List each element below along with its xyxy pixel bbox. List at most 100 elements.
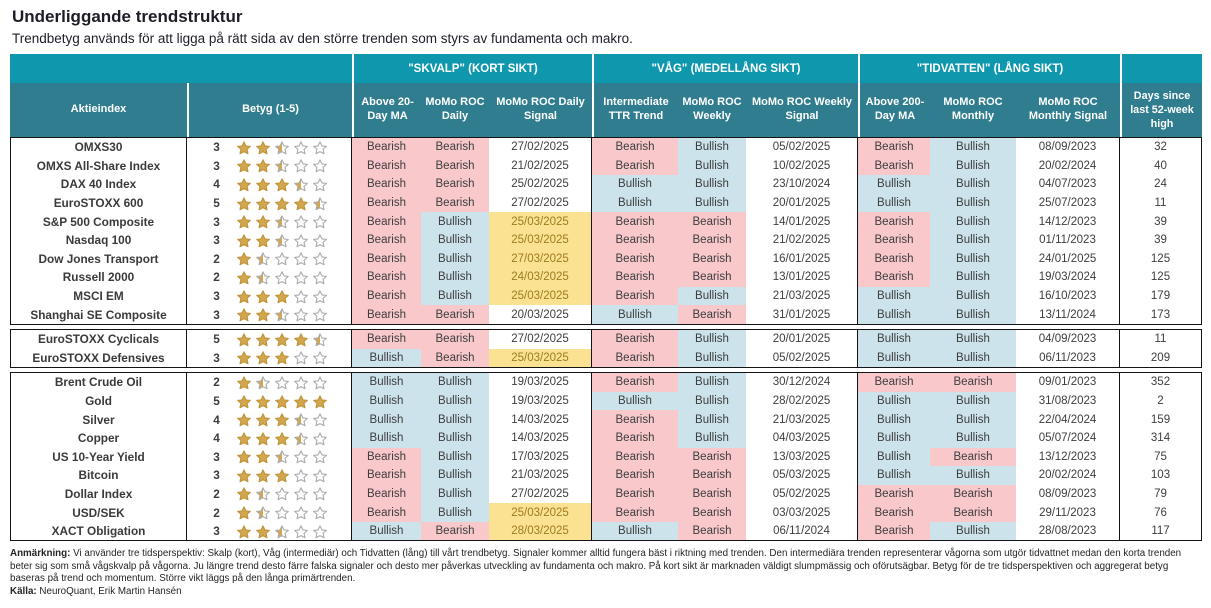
- star-icon: [255, 450, 270, 464]
- rating-cell: 2: [187, 249, 352, 269]
- days-value: 32: [1154, 141, 1167, 154]
- trend-cell: Bullish: [352, 391, 421, 411]
- col-header-momo-daily: MoMo ROC Daily: [421, 83, 489, 137]
- footnote: Anmärkning: Vi använder tre tidsperspekt…: [10, 548, 1202, 598]
- trend-cell: Bullish: [678, 348, 746, 368]
- star-icon: [236, 351, 251, 365]
- table-section: Brent Crude Oil 2 Bullish Bullish 19/03/2025…: [10, 372, 1202, 542]
- trend-cell: Bearish: [678, 249, 746, 269]
- trend-cell: 06/11/2023: [1016, 348, 1120, 368]
- star-icon: [236, 289, 251, 303]
- star-icon: [236, 252, 251, 266]
- trend-cell: 21/03/2025: [746, 410, 858, 429]
- trend-cell: 14/03/2025: [489, 428, 592, 448]
- trend-cell: Bearish: [858, 373, 930, 392]
- star-icon: [274, 308, 289, 322]
- star-icon: [312, 487, 327, 501]
- trend-cell: Bearish: [592, 410, 678, 429]
- star-icon: [274, 394, 289, 408]
- trend-cell: Bullish: [858, 193, 930, 213]
- trend-cell: Bearish: [678, 305, 746, 324]
- star-icon: [293, 432, 308, 445]
- trend-cell: Bullish: [858, 286, 930, 306]
- days-value: 24: [1154, 178, 1167, 191]
- header-column-row: Aktieindex Betyg (1-5) Above 20-Day MA M…: [10, 83, 1202, 137]
- row-label: OMXS30: [11, 138, 187, 157]
- row-label: USD/SEK: [11, 503, 187, 522]
- trend-cell: Bullish: [352, 521, 421, 541]
- star-icon: [274, 487, 289, 501]
- table-row: USD/SEK 2 Bearish Bullish 25/03/2025 Bearish B…: [11, 503, 1201, 522]
- trend-cell: Bullish: [352, 428, 421, 448]
- table-section: EuroSTOXX Cyclicals 5 Bearish Bearish 27/02/…: [10, 328, 1202, 369]
- trend-cell: 09/01/2023: [1016, 373, 1120, 392]
- trend-cell: Bearish: [352, 305, 421, 324]
- table-row: EuroSTOXX 600 5 Bearish Bearish 27/02/2025 Bu…: [11, 193, 1201, 213]
- star-icon: [255, 376, 270, 390]
- star-icon: [255, 394, 270, 408]
- trend-cell: Bearish: [930, 484, 1016, 504]
- trend-cell: Bearish: [678, 521, 746, 541]
- star-icon: [293, 333, 308, 347]
- star-rating: [236, 394, 328, 409]
- star-icon: [293, 178, 308, 192]
- star-rating: [236, 177, 328, 192]
- col-header-monthly-signal: MoMo ROC Monthly Signal: [1016, 83, 1120, 137]
- trend-cell: Bearish: [678, 268, 746, 287]
- col-header-betyg: Betyg (1-5): [187, 83, 352, 137]
- trend-cell: 20/02/2024: [1016, 156, 1120, 176]
- rating-value: 3: [213, 158, 220, 173]
- star-icon: [236, 308, 251, 322]
- trend-cell: 19/03/2025: [489, 373, 592, 392]
- star-rating: [236, 270, 328, 285]
- rating-value: 3: [213, 140, 220, 155]
- star-icon: [312, 525, 327, 538]
- header-spacer-days: [1120, 54, 1202, 83]
- trend-cell: Bearish: [592, 329, 678, 349]
- rating-value: 2: [213, 505, 220, 520]
- group-header-skvalp: "SKVALP" (KORT SIKT): [352, 54, 592, 83]
- trend-cell: Bullish: [421, 268, 489, 287]
- star-icon: [274, 376, 289, 390]
- trend-cell: Bearish: [858, 230, 930, 250]
- rating-cell: 3: [187, 286, 352, 306]
- rating-cell: 5: [187, 391, 352, 411]
- trend-cell: 06/11/2024: [746, 521, 858, 541]
- trend-cell: Bearish: [858, 268, 930, 287]
- trend-cell: Bearish: [592, 428, 678, 448]
- star-icon: [236, 506, 251, 520]
- star-icon: [312, 308, 327, 322]
- trend-cell: Bearish: [352, 138, 421, 157]
- trend-cell: Bullish: [421, 410, 489, 429]
- trend-cell: Bearish: [858, 156, 930, 176]
- star-icon: [236, 215, 251, 229]
- trend-cell: Bullish: [678, 193, 746, 213]
- star-icon: [274, 469, 289, 483]
- row-label: Brent Crude Oil: [11, 373, 187, 392]
- star-icon: [274, 450, 289, 464]
- trend-cell: Bearish: [858, 249, 930, 269]
- star-rating: [236, 332, 328, 347]
- trend-cell: Bearish: [592, 212, 678, 231]
- table-row: Russell 2000 2 Bearish Bullish 24/03/2025 Bea…: [11, 268, 1201, 287]
- trend-cell: Bullish: [592, 175, 678, 194]
- star-icon: [236, 141, 251, 155]
- col-header-daily-signal: MoMo ROC Daily Signal: [489, 83, 592, 137]
- star-rating: [236, 214, 328, 229]
- trend-cell: Bearish: [858, 484, 930, 504]
- trend-cell: 24/01/2025: [1016, 249, 1120, 269]
- trend-cell: Bullish: [421, 212, 489, 231]
- star-icon: [293, 487, 308, 501]
- star-rating: [236, 158, 328, 173]
- trend-cell: 19/03/2024: [1016, 268, 1120, 287]
- days-value: 39: [1154, 234, 1167, 247]
- trend-cell: 23/10/2024: [746, 175, 858, 194]
- star-icon: [293, 196, 308, 210]
- days-value: 39: [1154, 215, 1167, 228]
- trend-cell: 13/03/2025: [746, 447, 858, 467]
- trend-cell: Bullish: [930, 521, 1016, 541]
- trend-cell: Bearish: [352, 193, 421, 213]
- trend-cell: Bearish: [592, 249, 678, 269]
- star-rating: [236, 140, 328, 155]
- trend-cell: Bullish: [930, 410, 1016, 429]
